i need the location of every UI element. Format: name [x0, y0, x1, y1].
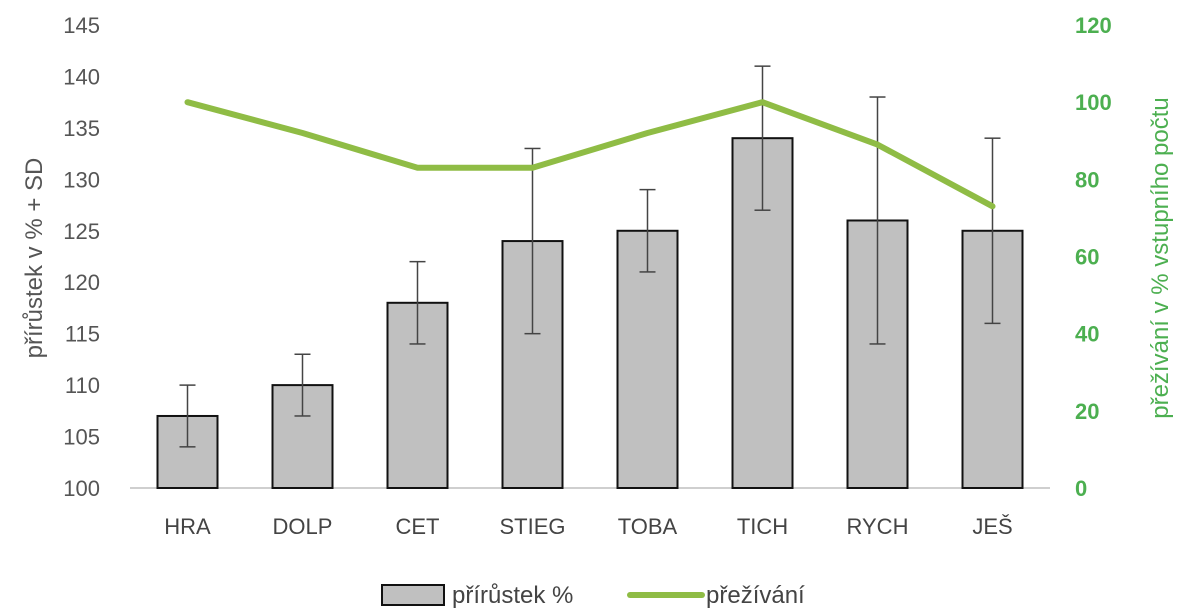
y-tick-label: 115: [65, 322, 100, 347]
x-tick-label: CET: [396, 514, 440, 539]
y-tick-label: 130: [63, 167, 100, 192]
legend: přírůstek % přežívání: [381, 582, 805, 609]
y-tick-label: 105: [63, 425, 100, 450]
bar: [616, 229, 679, 489]
y-tick-label: 110: [65, 373, 100, 398]
y-tick-label: 100: [63, 476, 100, 501]
x-tick-label: DOLP: [273, 514, 333, 539]
right-axis-ticks: 0 20 40 60 80 100 120: [1075, 13, 1112, 501]
error-bars: [179, 65, 1001, 448]
y2-tick-label: 60: [1075, 245, 1099, 270]
x-tick-label: STIEG: [499, 514, 565, 539]
x-tick-label: RYCH: [847, 514, 909, 539]
x-tick-label: JEŠ: [972, 514, 1012, 539]
y-tick-label: 125: [63, 219, 100, 244]
y2-tick-label: 40: [1075, 322, 1099, 347]
right-axis-title: přežívání v % vstupního počtu: [1147, 97, 1174, 419]
legend-line-label: přežívání: [706, 582, 805, 609]
y2-tick-label: 100: [1075, 90, 1112, 115]
bars: [156, 137, 1024, 490]
y2-tick-label: 120: [1075, 13, 1112, 38]
y-tick-label: 135: [63, 116, 100, 141]
x-tick-label: TICH: [737, 514, 788, 539]
y2-tick-label: 20: [1075, 399, 1099, 424]
y-tick-label: 145: [63, 13, 100, 38]
x-tick-label: HRA: [164, 514, 211, 539]
y2-tick-label: 80: [1075, 167, 1099, 192]
y-tick-label: 140: [63, 64, 100, 89]
left-axis-ticks: 100 105 110 115 120 125 130 135 140 145: [63, 13, 100, 501]
x-tick-label: TOBA: [618, 514, 678, 539]
left-axis-title: přírůstek v % + SD: [21, 158, 48, 359]
x-axis-ticks: HRA DOLP CET STIEG TOBA TICH RYCH JEŠ: [164, 514, 1012, 539]
legend-bar-label: přírůstek %: [452, 582, 573, 609]
legend-bar-swatch: [381, 584, 445, 606]
y2-tick-label: 0: [1075, 476, 1087, 501]
line-series-path: [184, 99, 996, 210]
y-tick-label: 120: [63, 270, 100, 295]
